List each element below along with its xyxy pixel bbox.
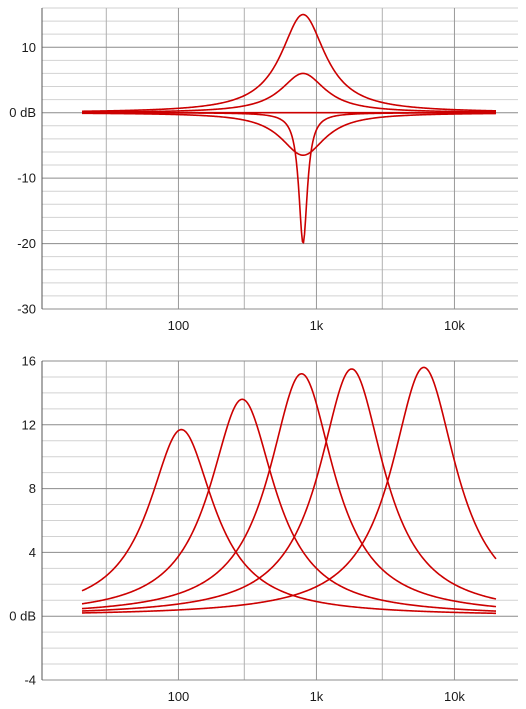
response-curve-5 xyxy=(82,111,496,244)
y-tick-label: 12 xyxy=(22,417,36,432)
y-tick-label: 10 xyxy=(22,40,36,55)
y-tick-label: 0 dB xyxy=(9,609,36,624)
x-tick-label: 100 xyxy=(168,689,190,704)
response-curve-4 xyxy=(81,112,497,157)
response-curve-1 xyxy=(81,13,497,113)
response-curve-2 xyxy=(81,398,497,612)
y-tick-label: 8 xyxy=(29,481,36,496)
x-tick-label: 10k xyxy=(444,689,465,704)
x-tick-label: 100 xyxy=(168,318,190,333)
y-tick-label: 4 xyxy=(29,545,36,560)
y-tick-label: 16 xyxy=(22,354,36,369)
x-tick-label: 1k xyxy=(310,318,324,333)
x-tick-label: 1k xyxy=(310,689,324,704)
response-curve-3 xyxy=(81,372,497,610)
y-tick-label: -20 xyxy=(17,236,36,251)
response-curve-5 xyxy=(81,366,497,614)
y-tick-label: 0 dB xyxy=(9,105,36,120)
eq-chart-bottom: 16 12 8 4 0 dB -4 100 1k 10k xyxy=(9,354,518,704)
y-tick-label: -30 xyxy=(17,302,36,317)
response-curve-4 xyxy=(81,368,497,612)
eq-chart-top: 10 0 dB -10 -20 -30 100 1k 10k xyxy=(9,7,518,333)
x-tick-label: 10k xyxy=(444,318,465,333)
y-tick-label: -10 xyxy=(17,171,36,186)
response-curve-1 xyxy=(81,428,497,615)
plot-area xyxy=(42,8,518,309)
y-tick-label: -4 xyxy=(24,673,36,688)
response-curve-2 xyxy=(81,72,497,113)
